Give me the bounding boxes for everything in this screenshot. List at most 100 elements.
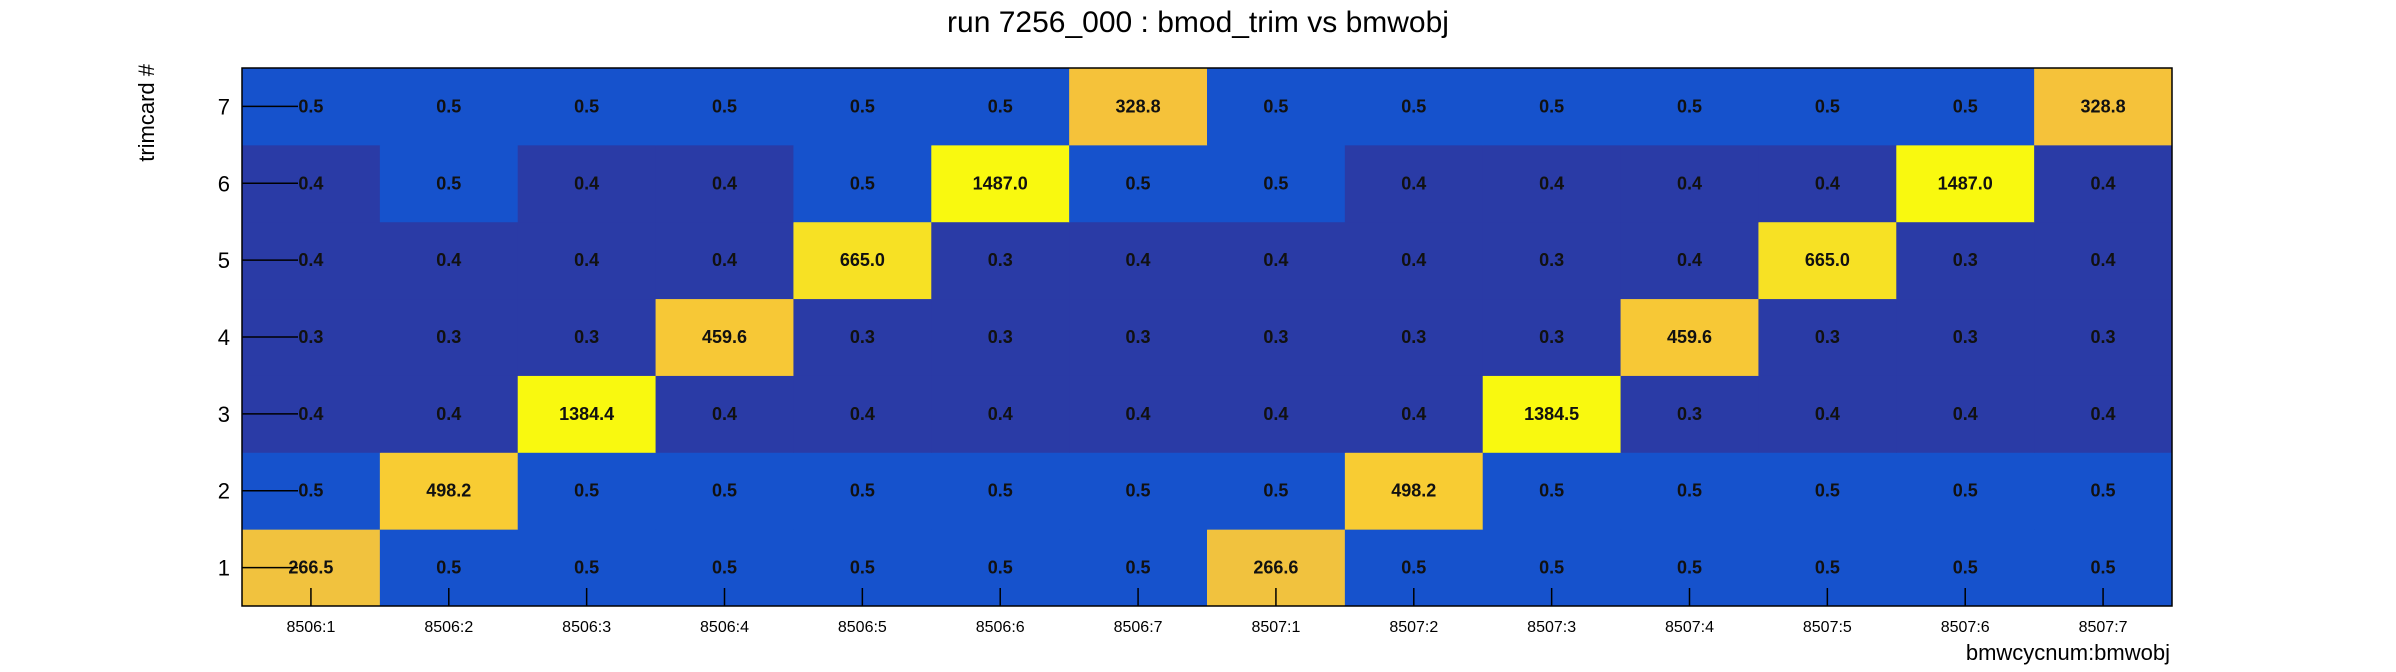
cell-value-label: 0.4 <box>712 173 737 193</box>
heatmap-cell <box>517 144 657 223</box>
cell-value-label: 0.3 <box>988 327 1013 347</box>
heatmap-cell <box>655 68 794 146</box>
x-tick-label: 8507:3 <box>1527 619 1576 636</box>
cell-value-label: 0.4 <box>850 404 875 424</box>
cell-value-label: 0.5 <box>1539 481 1564 501</box>
cell-value-label: 0.5 <box>1815 558 1840 578</box>
cell-value-label: 0.4 <box>2091 404 2116 424</box>
cell-value-label: 1384.5 <box>1524 404 1579 424</box>
heatmap-cell <box>379 221 519 300</box>
cell-value-label: 0.3 <box>436 327 461 347</box>
cell-value-label: 0.5 <box>1401 96 1426 116</box>
heatmap-cell <box>1207 375 1346 453</box>
heatmap-cell <box>1758 221 1897 300</box>
chart-title: run 7256_000 : bmod_trim vs bmwobj <box>947 6 1449 39</box>
cell-value-label: 0.5 <box>988 558 1013 578</box>
x-tick-label: 8506:7 <box>1114 619 1163 636</box>
heatmap-cell <box>1620 221 1759 300</box>
x-tick-label: 8506:1 <box>286 619 335 636</box>
heatmap-cells <box>242 68 2173 607</box>
heatmap-cell <box>1620 452 1759 530</box>
cell-value-label: 0.5 <box>436 96 461 116</box>
cell-value-label: 1487.0 <box>1938 173 1993 193</box>
cell-value-label: 0.5 <box>988 481 1013 501</box>
cell-labels: 266.5 0.5 0.5 0.5 0.5 0.5 0.5 266.6 0.5 0.5 0.5 0.5… <box>288 96 2125 577</box>
heatmap-cell <box>655 221 794 300</box>
x-tick-label: 8506:3 <box>562 619 611 636</box>
heatmap-cell <box>1620 375 1759 453</box>
heatmap-cell <box>1758 375 1897 453</box>
cell-value-label: 0.5 <box>988 96 1013 116</box>
heatmap-cell <box>517 298 657 376</box>
cell-value-label: 0.4 <box>436 404 461 424</box>
x-axis-title: bmwcycnum:bmwobj <box>1966 640 2170 665</box>
cell-value-label: 498.2 <box>426 481 471 501</box>
heatmap-cell <box>1482 298 1622 376</box>
heatmap-cell <box>793 298 932 376</box>
cell-value-label: 665.0 <box>1805 250 1850 270</box>
heatmap-cell <box>379 452 519 530</box>
cell-value-label: 0.4 <box>1126 250 1151 270</box>
heatmap-cell <box>793 452 932 530</box>
heatmap-cell <box>2034 375 2173 453</box>
y-tick-label: 7 <box>218 94 230 119</box>
cell-value-label: 328.8 <box>1116 96 1161 116</box>
cell-value-label: 0.5 <box>850 558 875 578</box>
heatmap-cell <box>379 298 519 376</box>
heatmap-cell <box>793 375 932 453</box>
cell-value-label: 0.3 <box>1126 327 1151 347</box>
cell-value-label: 0.5 <box>712 558 737 578</box>
cell-value-label: 0.5 <box>436 558 461 578</box>
y-tick-label: 1 <box>218 556 230 581</box>
heatmap-cell <box>379 68 519 146</box>
heatmap-cell <box>1482 144 1622 223</box>
heatmap-cell <box>1207 68 1346 146</box>
heatmap-cell <box>1482 452 1622 530</box>
heatmap-cell <box>1344 452 1484 530</box>
heatmap-cell <box>1482 68 1622 146</box>
x-tick-label: 8507:5 <box>1803 619 1852 636</box>
cell-value-label: 0.4 <box>712 404 737 424</box>
cell-value-label: 0.5 <box>574 558 599 578</box>
x-axis: 8506:1 8506:2 8506:3 8506:4 8506:5 8506:6 8506… <box>286 588 2128 636</box>
heatmap-cell <box>2034 452 2173 530</box>
cell-value-label: 0.4 <box>712 250 737 270</box>
heatmap-cell <box>931 221 1070 300</box>
heatmap-cell <box>793 221 932 300</box>
cell-value-label: 0.4 <box>2091 173 2116 193</box>
cell-value-label: 0.3 <box>1953 327 1978 347</box>
heatmap-cell <box>1207 144 1346 223</box>
cell-value-label: 0.5 <box>1677 96 1702 116</box>
x-tick-label: 8506:4 <box>700 619 749 636</box>
cell-value-label: 0.3 <box>1815 327 1840 347</box>
cell-value-label: 0.4 <box>1401 404 1426 424</box>
heatmap-cell <box>1620 68 1759 146</box>
cell-value-label: 0.5 <box>574 96 599 116</box>
heatmap-cell <box>655 375 794 453</box>
cell-value-label: 0.4 <box>1815 173 1840 193</box>
heatmap-cell <box>931 298 1070 376</box>
cell-value-label: 0.3 <box>1539 250 1564 270</box>
cell-value-label: 0.4 <box>1263 250 1288 270</box>
cell-value-label: 0.5 <box>1263 96 1288 116</box>
heatmap-cell <box>2034 221 2173 300</box>
heatmap-cell <box>1482 221 1622 300</box>
cell-value-label: 0.3 <box>1677 404 1702 424</box>
cell-value-label: 0.5 <box>712 481 737 501</box>
cell-value-label: 0.4 <box>574 250 599 270</box>
x-tick-label: 8506:6 <box>976 619 1025 636</box>
cell-value-label: 0.5 <box>1126 558 1151 578</box>
cell-value-label: 0.4 <box>436 250 461 270</box>
heatmap-cell <box>1207 452 1346 530</box>
cell-value-label: 0.3 <box>574 327 599 347</box>
heatmap-cell <box>1207 221 1346 300</box>
cell-value-label: 0.4 <box>298 404 323 424</box>
cell-value-label: 0.3 <box>1263 327 1288 347</box>
heatmap-cell <box>1896 298 2035 376</box>
heatmap-cell <box>931 144 1070 223</box>
cell-value-label: 0.5 <box>1401 558 1426 578</box>
cell-value-label: 0.5 <box>298 96 323 116</box>
cell-value-label: 0.5 <box>1815 481 1840 501</box>
heatmap-cell <box>1069 375 1208 453</box>
heatmap-cell <box>1758 452 1897 530</box>
